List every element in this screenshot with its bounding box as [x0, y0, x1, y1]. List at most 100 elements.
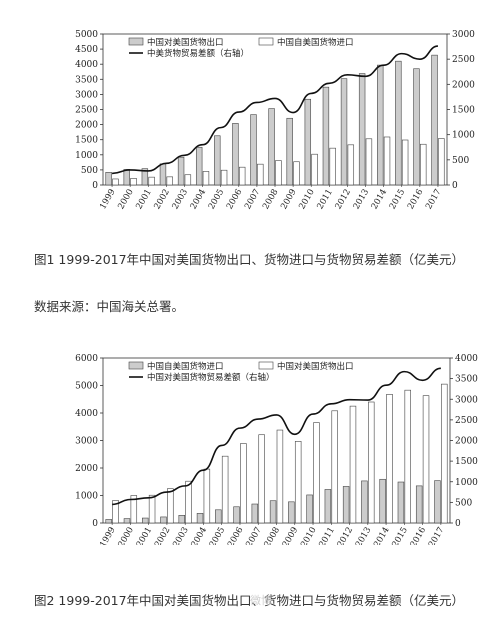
left-axis-tick-label: 500: [81, 166, 98, 176]
x-axis-year-label: 2014: [370, 188, 389, 212]
legend-swatch: [258, 361, 274, 370]
bar-series-a: [322, 86, 330, 186]
left-axis-tick-label: 2000: [75, 464, 98, 474]
legend-label: 中国对美国货物出口: [147, 37, 224, 48]
x-axis-year-label: 2000: [117, 526, 136, 546]
right-axis-tick-label: 1000: [455, 478, 478, 488]
x-axis-year-label: 2016: [409, 526, 428, 546]
bar-series-b: [185, 480, 192, 524]
bar-series-b: [438, 138, 445, 186]
right-axis-tick-label: 2000: [455, 437, 478, 447]
bar-series-b: [368, 401, 375, 524]
x-axis-year-label: 2008: [263, 526, 282, 546]
chart-2: 0 1000 2000 3000 4000 5000 6000 0 500 1000 1500 200…: [75, 354, 478, 546]
bar-series-a: [250, 114, 257, 186]
balance-line: [112, 45, 439, 175]
x-axis-year-label: 2003: [171, 526, 190, 546]
bar-series-b: [276, 429, 284, 524]
right-axis-tick-label: 2500: [455, 416, 478, 426]
left-axis-tick-label: 1500: [75, 136, 98, 146]
right-axis-tick-label: 1000: [452, 131, 475, 141]
x-axis-year-label: 2017: [424, 188, 443, 212]
x-axis-year-label: 2015: [390, 526, 409, 546]
bar-series-a: [395, 60, 402, 186]
left-axis-tick-label: 5000: [75, 382, 98, 392]
x-axis-year-label: 2010: [297, 188, 316, 212]
bar-series-b: [349, 405, 357, 524]
x-axis-year-label: 2006: [225, 188, 244, 212]
bar-series-a: [288, 501, 295, 524]
x-axis-year-label: 2013: [352, 188, 371, 212]
x-axis-year-label: 2005: [207, 188, 226, 212]
x-axis-year-label: 2011: [317, 526, 336, 546]
bar-series-b: [148, 494, 156, 524]
x-axis-year-label: 2016: [406, 188, 425, 212]
bar-series-a: [142, 517, 149, 524]
bar-series-b: [258, 434, 265, 524]
bar-series-a: [397, 481, 405, 524]
left-axis-tick-label: 3500: [75, 75, 98, 85]
bar-series-a: [233, 506, 240, 524]
bar-series-a: [123, 518, 131, 524]
legend-label: 中国对美国货物出口: [277, 361, 354, 372]
bar-series-b: [365, 138, 373, 186]
x-axis-year-label: 2002: [153, 526, 172, 546]
bar-series-b: [313, 422, 320, 524]
bar-series-b: [401, 139, 409, 186]
left-axis-tick-label: 4000: [75, 409, 98, 419]
right-axis-tick-label: 2500: [452, 55, 475, 65]
bar-series-a: [196, 513, 204, 524]
left-axis-tick-label: 6000: [75, 354, 98, 364]
x-axis-year-label: 2011: [315, 188, 334, 212]
bar-series-a: [178, 515, 185, 524]
left-axis-tick-label: 0: [92, 181, 98, 191]
legend-label: 中美货物贸易差额（右轴）: [147, 48, 249, 59]
x-axis-year-label: 1999: [98, 188, 117, 212]
right-axis-tick-label: 1500: [455, 457, 478, 467]
legend-label: 中国自美国货物进口: [277, 37, 354, 48]
bar-series-b: [422, 395, 430, 524]
right-axis-tick-label: 4000: [455, 354, 478, 364]
left-axis-tick-label: 4500: [75, 45, 98, 55]
x-axis-year-label: 1999: [98, 526, 117, 546]
x-axis-year-label: 2007: [243, 188, 262, 212]
bar-series-b: [167, 488, 174, 524]
x-axis-year-label: 2001: [135, 526, 154, 546]
bar-series-a: [434, 480, 441, 524]
x-axis-year-label: 2000: [116, 188, 135, 212]
x-axis-year-label: 2017: [427, 526, 446, 546]
bar-series-a: [105, 519, 112, 524]
bar-series-b: [311, 153, 318, 186]
legend-swatch: [128, 37, 144, 46]
x-axis-year-label: 2001: [134, 188, 153, 212]
chart-1: 0500100015002000250030003500400045005000…: [75, 30, 475, 212]
legend-label: 中国自美国货物进口: [147, 361, 224, 372]
bar-series-b: [238, 166, 246, 186]
data-source-note: 数据来源：中国海关总署。: [34, 299, 185, 314]
x-axis-year-label: 2014: [372, 526, 391, 546]
bar-series-b: [347, 144, 355, 186]
right-axis-tick-label: 3000: [452, 30, 475, 40]
bar-series-b: [202, 171, 210, 186]
bar-series-a: [105, 172, 112, 186]
bar-series-a: [177, 156, 185, 186]
left-axis-tick-label: 1000: [75, 151, 98, 161]
bar-series-a: [340, 78, 348, 186]
bar-series-b: [220, 169, 228, 186]
right-axis-tick-label: 0: [455, 519, 461, 529]
bar-series-b: [386, 393, 393, 524]
bar-series-b: [112, 178, 119, 186]
bar-series-a: [358, 73, 366, 186]
right-axis-tick-label: 3000: [455, 395, 478, 405]
watermark: 微博: [250, 594, 272, 607]
bar-series-a: [415, 485, 423, 524]
bar-series-a: [123, 168, 130, 186]
left-axis-tick-label: 2500: [75, 106, 98, 116]
x-axis-year-label: 2012: [336, 526, 355, 546]
right-axis-tick-label: 1500: [452, 106, 475, 116]
bar-series-a: [268, 108, 275, 186]
bar-series-a: [195, 146, 203, 186]
x-axis-year-label: 2005: [208, 526, 227, 546]
x-axis-year-label: 2013: [354, 526, 373, 546]
left-axis-tick-label: 4000: [75, 60, 98, 70]
